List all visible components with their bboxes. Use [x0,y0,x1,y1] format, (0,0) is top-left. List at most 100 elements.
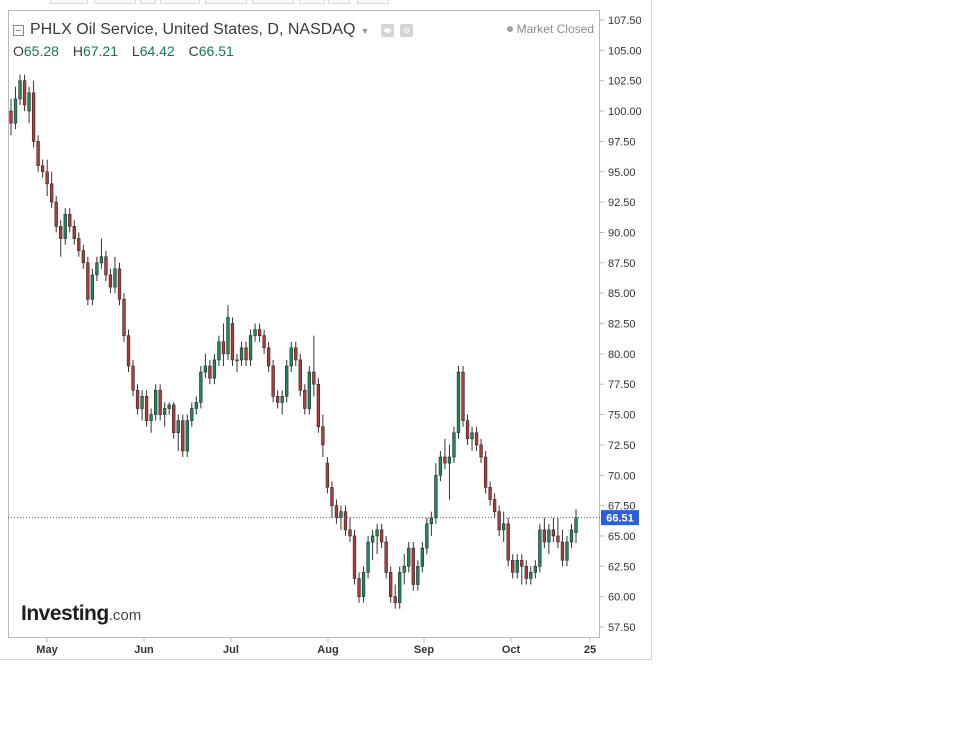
candle[interactable] [370,529,375,561]
candle[interactable] [117,262,122,306]
candle[interactable] [54,196,58,233]
candle[interactable] [402,554,406,585]
candle[interactable] [551,517,556,543]
candle[interactable] [149,408,153,433]
candle[interactable] [163,402,167,427]
candle[interactable] [316,378,321,433]
candle[interactable] [230,317,235,366]
candle[interactable] [45,159,49,197]
candle[interactable] [479,438,483,464]
toolbar-tab[interactable] [94,0,136,4]
candle[interactable] [122,293,126,342]
candle[interactable] [63,208,67,245]
candle[interactable] [276,390,280,409]
candle[interactable] [167,402,171,415]
candle[interactable] [393,584,397,609]
candle[interactable] [330,481,334,518]
candle[interactable] [411,542,415,591]
investing-logo[interactable]: Investing .com [21,602,141,626]
candle[interactable] [50,171,54,209]
candle[interactable] [389,566,393,603]
candle[interactable] [13,86,18,130]
candle[interactable] [343,505,348,536]
candle[interactable] [506,517,510,567]
candle[interactable] [18,74,22,105]
eye-icon[interactable] [381,23,395,37]
candle[interactable] [334,499,339,524]
candle[interactable] [352,529,357,585]
candle[interactable] [434,463,438,524]
toolbar-tab[interactable] [252,0,294,4]
candle[interactable] [569,523,574,549]
candle[interactable] [420,542,424,573]
toolbar-tab[interactable] [328,0,350,4]
candle[interactable] [185,414,189,458]
candle[interactable] [294,341,298,366]
candle[interactable] [285,359,289,403]
candle[interactable] [379,523,384,549]
candle[interactable] [9,98,13,136]
candle[interactable] [271,359,275,403]
candle[interactable] [348,517,352,543]
candle[interactable] [99,238,104,269]
candle[interactable] [456,365,461,439]
candle[interactable] [172,402,176,439]
candle[interactable] [321,414,325,458]
candle[interactable] [113,256,117,294]
candle[interactable] [108,268,113,294]
candle[interactable] [131,359,135,397]
candle[interactable] [27,86,31,124]
candle[interactable] [289,341,293,373]
candle[interactable] [239,341,244,366]
candle[interactable] [72,220,76,245]
candle[interactable] [144,390,149,427]
candle[interactable] [560,529,565,567]
toolbar-tab[interactable] [50,0,88,4]
candle[interactable] [40,159,45,178]
candle[interactable] [126,329,131,373]
candle[interactable] [212,353,217,385]
candle[interactable] [262,329,266,354]
candle[interactable] [217,335,221,366]
toolbar-tab[interactable] [357,0,389,4]
candle[interactable] [520,554,524,585]
candle[interactable] [429,511,434,536]
candle[interactable] [253,323,257,342]
candle[interactable] [443,438,447,470]
candle[interactable] [452,426,456,464]
candle[interactable] [461,365,465,427]
candle[interactable] [447,444,452,500]
candle[interactable] [398,566,402,609]
gear-icon[interactable] [400,23,414,37]
symbol-title[interactable]: PHLX Oil Service, United States, D, NASD… [30,21,356,38]
toolbar-tab[interactable] [205,0,247,4]
candle[interactable] [474,426,479,451]
candle[interactable] [502,511,506,543]
candle[interactable] [298,353,302,397]
candle[interactable] [59,220,63,257]
candle[interactable] [176,414,180,451]
candle[interactable] [140,390,144,421]
toolbar-tab[interactable] [299,0,325,4]
candle[interactable] [104,250,108,282]
candle[interactable] [361,566,366,603]
candle[interactable] [556,517,560,549]
candle[interactable] [438,450,443,482]
candle[interactable] [199,365,203,409]
candle[interactable] [339,505,343,530]
candle[interactable] [492,493,497,518]
candle[interactable] [524,560,528,585]
toolbar-tab[interactable] [140,0,156,4]
candle[interactable] [22,74,27,112]
candle[interactable] [266,341,271,373]
candle[interactable] [36,135,40,172]
candle[interactable] [565,535,569,567]
candle[interactable] [533,560,537,579]
candle[interactable] [465,414,470,445]
candle[interactable] [470,426,474,451]
candle[interactable] [488,481,492,506]
candle[interactable] [312,335,316,397]
collapse-icon[interactable] [13,24,24,36]
toolbar-tab[interactable] [160,0,200,4]
